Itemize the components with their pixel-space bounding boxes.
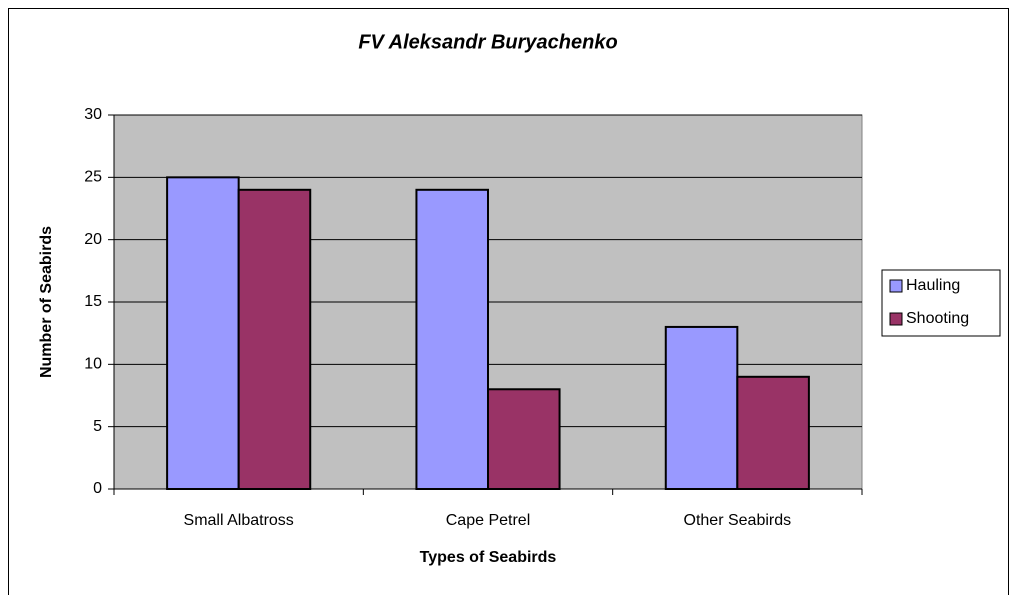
bar — [736, 375, 810, 490]
x-tick-label: Cape Petrel — [446, 512, 531, 529]
y-tick-label: 15 — [84, 293, 102, 310]
legend-swatch — [889, 312, 903, 326]
y-tick-label: 0 — [93, 480, 102, 497]
legend-label: Shooting — [906, 310, 969, 327]
legend-label: Hauling — [906, 277, 960, 294]
y-tick-label: 5 — [93, 418, 102, 435]
bar — [237, 188, 312, 491]
x-tick-label: Other Seabirds — [684, 512, 792, 529]
legend-swatch — [889, 279, 903, 293]
x-axis-label: Types of Seabirds — [420, 549, 557, 566]
y-tick-label: 10 — [84, 356, 102, 373]
bar — [166, 176, 240, 490]
x-tick-label: Small Albatross — [184, 512, 294, 529]
chart-title: FV Aleksandr Buryachenko — [358, 31, 617, 53]
y-tick-label: 30 — [84, 106, 102, 123]
bar — [487, 388, 561, 490]
y-axis-label: Number of Seabirds — [38, 226, 55, 378]
y-tick-label: 20 — [84, 231, 102, 248]
y-tick-label: 25 — [84, 169, 102, 186]
bar — [415, 188, 490, 491]
bar — [664, 325, 739, 490]
